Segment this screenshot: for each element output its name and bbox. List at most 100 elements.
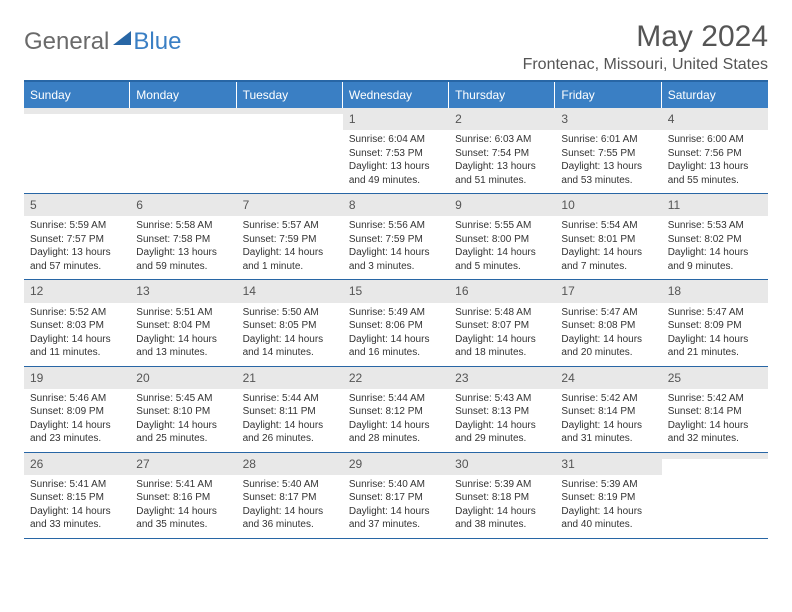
month-title: May 2024 (523, 20, 768, 54)
daylight-text: Daylight: 14 hours and 21 minutes. (668, 333, 762, 360)
sunset-text: Sunset: 8:16 PM (136, 491, 230, 505)
day-number: 1 (343, 108, 449, 130)
daylight-text: Daylight: 14 hours and 7 minutes. (561, 246, 655, 273)
day-cell: 14Sunrise: 5:50 AMSunset: 8:05 PMDayligh… (237, 280, 343, 365)
day-cell: 19Sunrise: 5:46 AMSunset: 8:09 PMDayligh… (24, 367, 130, 452)
day-cell: 5Sunrise: 5:59 AMSunset: 7:57 PMDaylight… (24, 194, 130, 279)
daylight-text: Daylight: 13 hours and 55 minutes. (668, 160, 762, 187)
sunset-text: Sunset: 7:57 PM (30, 233, 124, 247)
daylight-text: Daylight: 14 hours and 31 minutes. (561, 419, 655, 446)
dow-cell: Monday (130, 82, 236, 108)
sunset-text: Sunset: 8:09 PM (668, 319, 762, 333)
dow-cell: Wednesday (343, 82, 449, 108)
day-body: Sunrise: 5:57 AMSunset: 7:59 PMDaylight:… (237, 216, 343, 279)
day-body: Sunrise: 5:42 AMSunset: 8:14 PMDaylight:… (555, 389, 661, 452)
sunrise-text: Sunrise: 5:50 AM (243, 306, 337, 320)
daylight-text: Daylight: 14 hours and 29 minutes. (455, 419, 549, 446)
day-number: 26 (24, 453, 130, 475)
sunrise-text: Sunrise: 5:58 AM (136, 219, 230, 233)
day-cell: 15Sunrise: 5:49 AMSunset: 8:06 PMDayligh… (343, 280, 449, 365)
daylight-text: Daylight: 14 hours and 3 minutes. (349, 246, 443, 273)
day-cell: 9 Sunrise: 5:55 AMSunset: 8:00 PMDaylight… (449, 194, 555, 279)
day-cell: 16Sunrise: 5:48 AMSunset: 8:07 PMDayligh… (449, 280, 555, 365)
day-body: Sunrise: 5:44 AMSunset: 8:11 PMDaylight:… (237, 389, 343, 452)
day-cell (24, 108, 130, 193)
sunset-text: Sunset: 8:04 PM (136, 319, 230, 333)
sunrise-text: Sunrise: 5:40 AM (349, 478, 443, 492)
sunrise-text: Sunrise: 5:44 AM (243, 392, 337, 406)
daylight-text: Daylight: 13 hours and 59 minutes. (136, 246, 230, 273)
day-number: 16 (449, 280, 555, 302)
sunset-text: Sunset: 8:03 PM (30, 319, 124, 333)
header: General Blue May 2024 Frontenac, Missour… (24, 20, 768, 74)
day-body: Sunrise: 5:43 AMSunset: 8:13 PMDaylight:… (449, 389, 555, 452)
day-number: 12 (24, 280, 130, 302)
day-body: Sunrise: 5:39 AMSunset: 8:19 PMDaylight:… (555, 475, 661, 538)
day-body: Sunrise: 6:01 AMSunset: 7:55 PMDaylight:… (555, 130, 661, 193)
day-body: Sunrise: 5:51 AMSunset: 8:04 PMDaylight:… (130, 303, 236, 366)
sunrise-text: Sunrise: 5:57 AM (243, 219, 337, 233)
day-cell: 28Sunrise: 5:40 AMSunset: 8:17 PMDayligh… (237, 453, 343, 538)
day-cell: 12Sunrise: 5:52 AMSunset: 8:03 PMDayligh… (24, 280, 130, 365)
day-body: Sunrise: 5:48 AMSunset: 8:07 PMDaylight:… (449, 303, 555, 366)
sunrise-text: Sunrise: 5:47 AM (668, 306, 762, 320)
day-number: 18 (662, 280, 768, 302)
sunset-text: Sunset: 7:58 PM (136, 233, 230, 247)
day-cell: 2Sunrise: 6:03 AMSunset: 7:54 PMDaylight… (449, 108, 555, 193)
day-body: Sunrise: 5:52 AMSunset: 8:03 PMDaylight:… (24, 303, 130, 366)
sunset-text: Sunset: 8:15 PM (30, 491, 124, 505)
day-number: 29 (343, 453, 449, 475)
sunrise-text: Sunrise: 5:54 AM (561, 219, 655, 233)
day-cell: 25Sunrise: 5:42 AMSunset: 8:14 PMDayligh… (662, 367, 768, 452)
dow-cell: Thursday (449, 82, 555, 108)
sunset-text: Sunset: 8:07 PM (455, 319, 549, 333)
daylight-text: Daylight: 14 hours and 5 minutes. (455, 246, 549, 273)
daylight-text: Daylight: 14 hours and 25 minutes. (136, 419, 230, 446)
sunrise-text: Sunrise: 5:55 AM (455, 219, 549, 233)
dow-row: SundayMondayTuesdayWednesdayThursdayFrid… (24, 82, 768, 108)
week-row: 19Sunrise: 5:46 AMSunset: 8:09 PMDayligh… (24, 367, 768, 453)
daylight-text: Daylight: 14 hours and 18 minutes. (455, 333, 549, 360)
sunrise-text: Sunrise: 5:56 AM (349, 219, 443, 233)
sunrise-text: Sunrise: 5:45 AM (136, 392, 230, 406)
week-row: 26Sunrise: 5:41 AMSunset: 8:15 PMDayligh… (24, 453, 768, 539)
day-body (24, 114, 130, 170)
sunrise-text: Sunrise: 5:49 AM (349, 306, 443, 320)
day-body: Sunrise: 5:42 AMSunset: 8:14 PMDaylight:… (662, 389, 768, 452)
sunset-text: Sunset: 8:09 PM (30, 405, 124, 419)
day-number: 2 (449, 108, 555, 130)
dow-cell: Saturday (662, 82, 768, 108)
day-number: 21 (237, 367, 343, 389)
day-cell (662, 453, 768, 538)
day-number: 30 (449, 453, 555, 475)
day-cell: 23Sunrise: 5:43 AMSunset: 8:13 PMDayligh… (449, 367, 555, 452)
day-number: 9 (449, 194, 555, 216)
daylight-text: Daylight: 14 hours and 14 minutes. (243, 333, 337, 360)
day-body: Sunrise: 5:50 AMSunset: 8:05 PMDaylight:… (237, 303, 343, 366)
sunrise-text: Sunrise: 5:47 AM (561, 306, 655, 320)
day-body: Sunrise: 5:40 AMSunset: 8:17 PMDaylight:… (343, 475, 449, 538)
day-body: Sunrise: 5:59 AMSunset: 7:57 PMDaylight:… (24, 216, 130, 279)
sunset-text: Sunset: 8:00 PM (455, 233, 549, 247)
sunrise-text: Sunrise: 6:03 AM (455, 133, 549, 147)
sunset-text: Sunset: 8:06 PM (349, 319, 443, 333)
sunrise-text: Sunrise: 5:46 AM (30, 392, 124, 406)
calendar: SundayMondayTuesdayWednesdayThursdayFrid… (24, 80, 768, 539)
sunset-text: Sunset: 8:14 PM (668, 405, 762, 419)
logo-mark-icon (113, 31, 131, 45)
sunrise-text: Sunrise: 5:53 AM (668, 219, 762, 233)
sunset-text: Sunset: 8:05 PM (243, 319, 337, 333)
day-cell: 7Sunrise: 5:57 AMSunset: 7:59 PMDaylight… (237, 194, 343, 279)
daylight-text: Daylight: 14 hours and 35 minutes. (136, 505, 230, 532)
daylight-text: Daylight: 14 hours and 16 minutes. (349, 333, 443, 360)
day-body (237, 114, 343, 170)
day-cell (130, 108, 236, 193)
day-cell: 30Sunrise: 5:39 AMSunset: 8:18 PMDayligh… (449, 453, 555, 538)
day-body: Sunrise: 6:03 AMSunset: 7:54 PMDaylight:… (449, 130, 555, 193)
daylight-text: Daylight: 13 hours and 51 minutes. (455, 160, 549, 187)
daylight-text: Daylight: 14 hours and 11 minutes. (30, 333, 124, 360)
day-body: Sunrise: 5:41 AMSunset: 8:16 PMDaylight:… (130, 475, 236, 538)
day-cell: 3Sunrise: 6:01 AMSunset: 7:55 PMDaylight… (555, 108, 661, 193)
day-body: Sunrise: 5:41 AMSunset: 8:15 PMDaylight:… (24, 475, 130, 538)
sunrise-text: Sunrise: 5:52 AM (30, 306, 124, 320)
